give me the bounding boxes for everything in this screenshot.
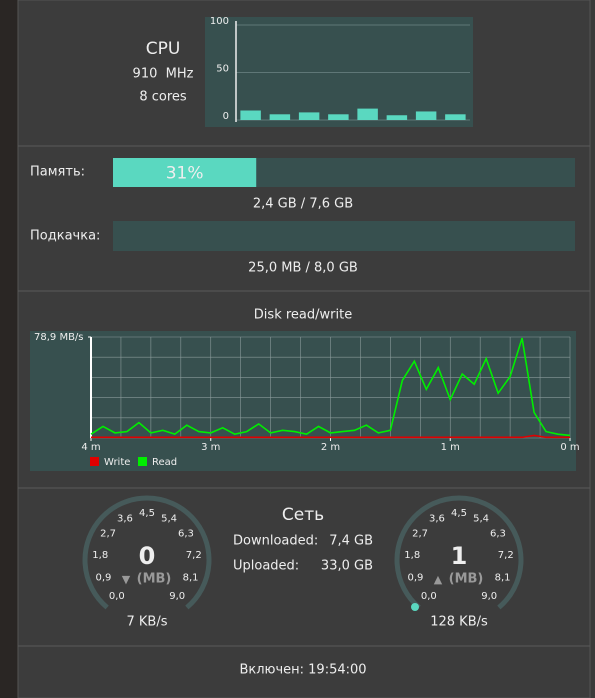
gauge-scale-label: 0,0: [421, 591, 437, 602]
gauge-scale-label: 3,6: [429, 514, 445, 525]
gauge-scale-label: 4,5: [451, 508, 467, 519]
gauge-scale-label: 9,0: [481, 591, 497, 602]
cpu-frequency: 910 MHz: [133, 67, 194, 82]
gauge-unit: (MB): [449, 572, 484, 587]
bar: [357, 108, 378, 120]
memory-usage: 2,4 GB / 7,6 GB: [253, 197, 353, 212]
uploaded-value: 33,0 GB: [321, 559, 373, 574]
legend-swatch: [138, 457, 147, 466]
legend-label: Read: [152, 457, 177, 468]
gauge-scale-label: 4,5: [139, 508, 155, 519]
gauge-value: 1: [451, 542, 468, 570]
x-tick-label: 1 m: [441, 442, 460, 453]
bar: [328, 114, 349, 120]
cpu-cores: 8 cores: [139, 90, 187, 105]
bar: [415, 111, 437, 120]
y-tick-label: 0: [223, 111, 229, 122]
swap-usage: 25,0 MB / 8,0 GB: [248, 261, 358, 276]
x-tick-label: 3 m: [201, 442, 220, 453]
series-line: [91, 434, 570, 439]
gauge-arc: [394, 495, 524, 610]
legend-label: Write: [104, 457, 130, 468]
gauge-arc: [82, 495, 212, 610]
gauge-scale-label: 1,8: [92, 550, 108, 561]
gauge-scale-label: 2,7: [100, 529, 116, 540]
y-tick-label: 78,9 MB/s: [34, 332, 84, 343]
usage-percent: 31%: [166, 164, 204, 184]
y-tick-label: 100: [210, 16, 229, 27]
bar: [386, 115, 408, 120]
gauge-scale-label: 0,0: [109, 591, 125, 602]
bar: [298, 112, 320, 120]
memory-label: Память:: [30, 165, 85, 180]
usage-bar: [113, 158, 257, 187]
disk-title: Disk read/write: [254, 308, 352, 323]
disk-chart-bg: [30, 331, 576, 471]
gauge-scale-label: 3,6: [117, 514, 133, 525]
gauge-scale-label: 5,4: [473, 514, 489, 525]
bar: [269, 114, 291, 120]
uploaded-label: Uploaded:: [233, 559, 299, 574]
gauge-scale-label: 6,3: [178, 529, 194, 540]
gauge-scale-label: 6,3: [490, 529, 506, 540]
downloaded-label: Downloaded:: [233, 534, 318, 549]
gauge-scale-label: 5,4: [161, 514, 177, 525]
gauge-scale-label: 7,2: [186, 550, 202, 561]
uptime: Включен: 19:54:00: [239, 663, 366, 678]
gauge-scale-label: 0,9: [407, 573, 423, 584]
gauge-indicator: [411, 603, 419, 611]
gauge-rate: 7 KB/s: [127, 615, 168, 630]
gauge-unit: (MB): [137, 572, 172, 587]
gauge-scale-label: 8,1: [495, 573, 511, 584]
desktop-edge: [0, 0, 18, 698]
swap-label: Подкачка:: [30, 229, 100, 244]
gauge-rate: 128 KB/s: [430, 615, 488, 630]
y-tick-label: 50: [216, 64, 229, 75]
gauge-scale-label: 1,8: [404, 550, 420, 561]
x-tick-label: 4 m: [81, 442, 100, 453]
gauge-scale-label: 8,1: [183, 573, 199, 584]
cpu-title: CPU: [146, 39, 181, 59]
swap-track: [113, 221, 575, 251]
gauge-scale-label: 9,0: [169, 591, 185, 602]
series-line: [90, 337, 571, 437]
gauge-scale-label: 7,2: [498, 550, 514, 561]
bar: [445, 114, 466, 120]
gauge-arrow: ▼: [122, 573, 131, 586]
gauge-scale-label: 2,7: [412, 529, 428, 540]
gauge-scale-label: 0,9: [95, 573, 111, 584]
gauge-arrow: ▲: [434, 573, 443, 586]
x-tick-label: 0 m: [560, 442, 579, 453]
x-tick-label: 2 m: [321, 442, 340, 453]
downloaded-value: 7,4 GB: [329, 534, 373, 549]
gauge-value: 0: [139, 542, 156, 570]
legend-swatch: [90, 457, 99, 466]
bar: [240, 110, 261, 120]
network-title: Сеть: [282, 505, 324, 525]
